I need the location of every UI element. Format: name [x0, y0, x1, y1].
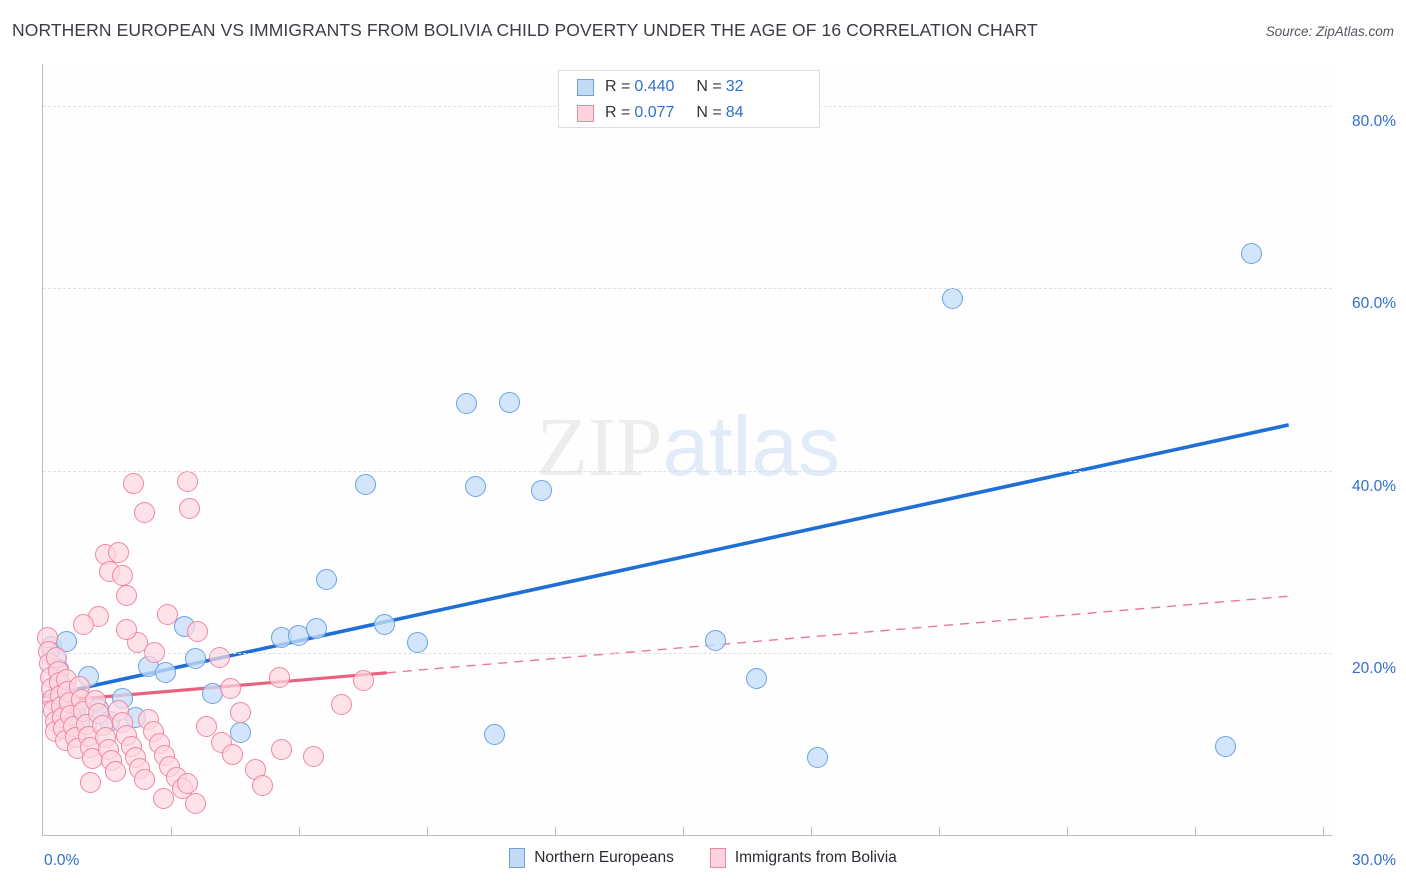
legend-swatch-immigrants-from-bolivia [577, 104, 594, 122]
x-tick-mark [682, 827, 684, 836]
scatter-point [303, 746, 325, 768]
legend-item-label: Immigrants from Bolivia [734, 849, 897, 866]
scatter-point [806, 747, 828, 769]
scatter-point [374, 613, 396, 635]
scatter-point [531, 479, 553, 501]
scatter-point [144, 642, 166, 664]
x-tick-label-max: 30.0% [1352, 852, 1396, 869]
r-label: R = [605, 78, 631, 95]
x-tick-mark [810, 827, 812, 836]
watermark-atlas: atlas [662, 399, 840, 493]
scatter-point [499, 392, 521, 414]
scatter-point [208, 646, 230, 668]
x-tick-mark [426, 827, 428, 836]
trend-line [42, 423, 1290, 699]
scatter-point [271, 738, 293, 760]
scatter-point [112, 564, 134, 586]
y-tick-label: 80.0% [1352, 112, 1396, 130]
scatter-point [230, 702, 252, 724]
x-tick-mark [1194, 827, 1196, 836]
n-value: 84 [725, 104, 744, 121]
scatter-point [269, 666, 290, 688]
x-tick-mark [554, 827, 556, 836]
scatter-point [705, 630, 727, 652]
scatter-point [176, 471, 198, 493]
y-tick-label: 60.0% [1352, 295, 1396, 313]
scatter-point [221, 744, 243, 766]
scatter-point [941, 288, 963, 310]
scatter-point [230, 722, 252, 744]
scatter-point [104, 760, 126, 782]
stats-row: R = 0.440 N = 32 [559, 74, 819, 100]
scatter-point [133, 501, 155, 523]
n-label: N = [696, 78, 722, 95]
scatter-point [484, 724, 505, 746]
x-tick-mark [1322, 827, 1324, 836]
scatter-point [1215, 736, 1236, 758]
source-attribution: Source: ZipAtlas.com [1265, 24, 1394, 39]
scatter-point [155, 662, 177, 684]
gridline [43, 470, 1332, 472]
scatter-point [355, 474, 376, 496]
scatter-point [116, 619, 138, 641]
scatter-point [352, 670, 374, 692]
legend-swatch-northern-europeans [577, 78, 594, 96]
scatter-point [107, 541, 129, 563]
scatter-point [406, 632, 428, 654]
scatter-point [176, 772, 198, 794]
x-tick-mark [298, 827, 300, 836]
x-tick-label-min: 0.0% [44, 852, 80, 869]
y-tick-label: 40.0% [1352, 477, 1396, 495]
gridline [43, 288, 1332, 290]
scatter-point [746, 667, 768, 689]
stats-row: R = 0.077 N = 84 [559, 100, 819, 126]
scatter-point [219, 677, 241, 699]
watermark-zip: ZIP [536, 401, 663, 494]
legend-item-immigrants-from-bolivia[interactable]: Immigrants from Bolivia [709, 848, 897, 868]
page-title: NORTHERN EUROPEAN VS IMMIGRANTS FROM BOL… [12, 20, 1038, 40]
scatter-point [305, 618, 327, 640]
scatter-point [195, 715, 217, 737]
gridline [43, 653, 1332, 655]
n-label: N = [696, 104, 722, 121]
scatter-point [157, 603, 179, 625]
n-value: 32 [725, 78, 744, 95]
series-legend: Northern Europeans Immigrants from Boliv… [0, 848, 1406, 868]
correlation-stats-legend: R = 0.440 N = 32 R = 0.077 N = 84 [558, 70, 820, 128]
scatter-point [73, 613, 95, 635]
scatter-point [185, 647, 207, 669]
scatter-point [316, 569, 338, 591]
scatter-point [122, 473, 144, 495]
scatter-point [456, 392, 478, 414]
watermark: ZIPatlas [537, 404, 840, 490]
scatter-point [187, 621, 209, 643]
scatter-point [464, 476, 486, 497]
scatter-point [133, 768, 155, 790]
series-swatch-icon [509, 848, 526, 868]
series-swatch-icon [709, 848, 726, 868]
scatter-point [152, 788, 174, 810]
scatter-point [116, 584, 138, 606]
x-tick-mark [938, 827, 940, 836]
y-tick-label: 20.0% [1352, 660, 1396, 678]
scatter-point [331, 694, 353, 716]
x-tick-mark [1066, 827, 1068, 836]
scatter-point [251, 775, 273, 797]
trend-line [386, 595, 1289, 674]
r-value: 0.440 [634, 78, 675, 95]
legend-item-label: Northern Europeans [534, 849, 674, 866]
x-tick-mark [170, 827, 172, 836]
scatter-point [79, 771, 101, 793]
legend-item-northern-europeans[interactable]: Northern Europeans [509, 848, 674, 868]
scatter-point [185, 792, 207, 814]
r-label: R = [605, 104, 631, 121]
r-value: 0.077 [634, 104, 675, 121]
scatter-point [1240, 243, 1262, 265]
plot-area: ZIPatlas [36, 64, 1332, 836]
scatter-point [178, 497, 200, 519]
